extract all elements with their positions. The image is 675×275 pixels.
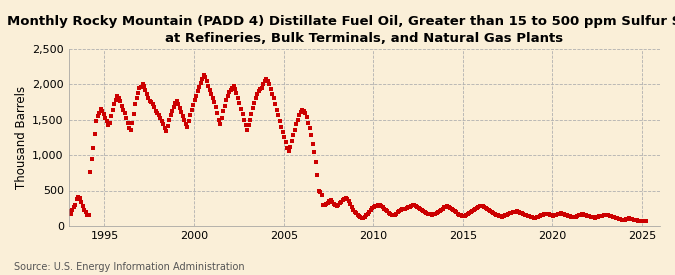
Title: Monthly Rocky Mountain (PADD 4) Distillate Fuel Oil, Greater than 15 to 500 ppm : Monthly Rocky Mountain (PADD 4) Distilla… xyxy=(7,15,675,45)
Text: Source: U.S. Energy Information Administration: Source: U.S. Energy Information Administ… xyxy=(14,262,244,272)
Y-axis label: Thousand Barrels: Thousand Barrels xyxy=(15,86,28,189)
